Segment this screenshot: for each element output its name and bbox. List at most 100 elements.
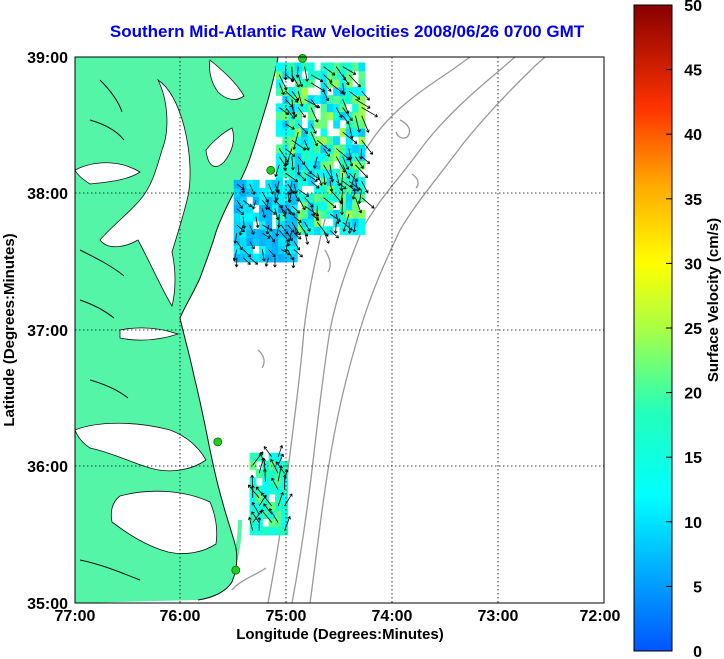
velocity-cell	[301, 103, 309, 113]
velocity-vector	[271, 477, 279, 490]
velocity-vector	[361, 181, 369, 194]
velocity-vector	[242, 216, 246, 229]
velocity-cell	[255, 452, 263, 462]
velocity-vector	[335, 213, 340, 225]
velocity-vector	[287, 232, 293, 242]
y-tick-label: 36:00	[27, 459, 68, 476]
velocity-cell	[307, 136, 315, 145]
velocity-cell	[246, 229, 254, 238]
velocity-vector	[285, 172, 299, 183]
velocity-vector	[342, 115, 350, 125]
velocity-vector	[293, 232, 302, 240]
velocity-cell	[345, 201, 353, 211]
velocity-cell	[333, 136, 341, 145]
colorbar-tick-label: 20	[684, 386, 702, 403]
velocity-cell	[255, 502, 263, 511]
velocity-cell	[345, 95, 353, 104]
velocity-cell	[333, 193, 341, 203]
velocity-vector	[293, 191, 300, 202]
velocity-cell	[301, 152, 309, 162]
colorbar-tick-label: 50	[684, 0, 702, 15]
velocity-cell	[282, 111, 290, 121]
velocity-vector	[316, 172, 323, 186]
velocity-vector	[247, 484, 260, 499]
y-axis-label: Latitude (Degrees:Minutes)	[1, 233, 18, 426]
velocity-vector	[242, 199, 252, 208]
velocity-cell	[249, 452, 257, 462]
velocity-cell	[240, 204, 247, 214]
velocity-cell	[255, 526, 263, 536]
velocity-cell	[333, 119, 341, 129]
velocity-vector	[304, 221, 311, 232]
velocity-vector	[310, 107, 319, 123]
velocity-cell	[278, 237, 285, 246]
velocity-cell	[333, 70, 341, 80]
velocity-cell	[326, 103, 334, 113]
velocity-cell	[281, 493, 289, 503]
velocity-cell	[268, 452, 276, 462]
velocity-vector	[339, 172, 344, 192]
velocity-cell	[307, 111, 315, 121]
velocity-cell	[255, 510, 263, 519]
velocity-vector	[296, 164, 301, 176]
velocity-cell	[352, 209, 360, 219]
velocity-vector	[304, 230, 310, 245]
velocity-cell	[275, 518, 282, 528]
velocity-vector	[342, 66, 357, 75]
velocity-cell	[262, 477, 270, 487]
velocity-cell	[275, 510, 282, 519]
velocity-cell	[271, 237, 279, 246]
velocity-cell	[259, 237, 266, 246]
velocity-cell	[282, 136, 290, 145]
velocity-cell	[307, 62, 315, 72]
velocity-cell	[345, 136, 353, 145]
velocity-cell	[249, 510, 257, 519]
radar-station-marker	[298, 54, 307, 63]
velocity-vector	[323, 66, 336, 76]
velocity-cell	[240, 229, 247, 238]
velocity-cell	[252, 179, 260, 189]
velocity-vector	[323, 230, 330, 244]
velocity-cell	[249, 461, 257, 470]
velocity-cell	[352, 103, 360, 113]
velocity-vector	[262, 224, 273, 232]
velocity-cell	[314, 226, 321, 236]
velocity-vector	[361, 140, 374, 155]
velocity-vector	[262, 232, 271, 239]
velocity-vector	[261, 249, 266, 262]
velocity-cell	[252, 237, 260, 246]
velocity-vector	[310, 99, 318, 108]
velocity-cell	[314, 193, 321, 203]
velocity-vector	[335, 107, 343, 119]
velocity-cell	[246, 212, 254, 222]
x-tick-label: 77:00	[55, 608, 96, 625]
velocity-vector	[236, 208, 244, 216]
velocity-vector	[323, 197, 337, 209]
radar-station-marker	[213, 437, 223, 447]
velocity-cell	[249, 502, 257, 511]
velocity-cell	[352, 201, 360, 211]
radar-station-marker	[231, 565, 241, 575]
velocity-vector	[351, 189, 356, 200]
x-tick-label: 75:00	[266, 608, 307, 625]
velocity-cell	[358, 226, 366, 236]
velocity-cell	[326, 152, 334, 162]
plot-frame	[74, 56, 605, 604]
velocity-vector	[339, 189, 344, 205]
velocity-cell	[320, 111, 328, 121]
velocity-vector	[322, 172, 327, 186]
velocity-cell	[276, 128, 283, 137]
velocity-cell	[268, 461, 276, 470]
colorbar-tick-label: 35	[684, 192, 702, 209]
velocity-vector	[297, 107, 306, 118]
velocity-cell	[249, 493, 257, 503]
velocity-vector	[261, 208, 266, 218]
colorbar-tick-label: 25	[684, 321, 702, 338]
velocity-cell	[275, 493, 282, 503]
velocity-vector	[291, 257, 296, 269]
velocity-vector	[342, 213, 350, 232]
velocity-cell	[352, 87, 360, 96]
velocity-vector	[236, 241, 243, 251]
velocity-vector	[348, 180, 361, 191]
velocity-cell	[275, 526, 282, 536]
